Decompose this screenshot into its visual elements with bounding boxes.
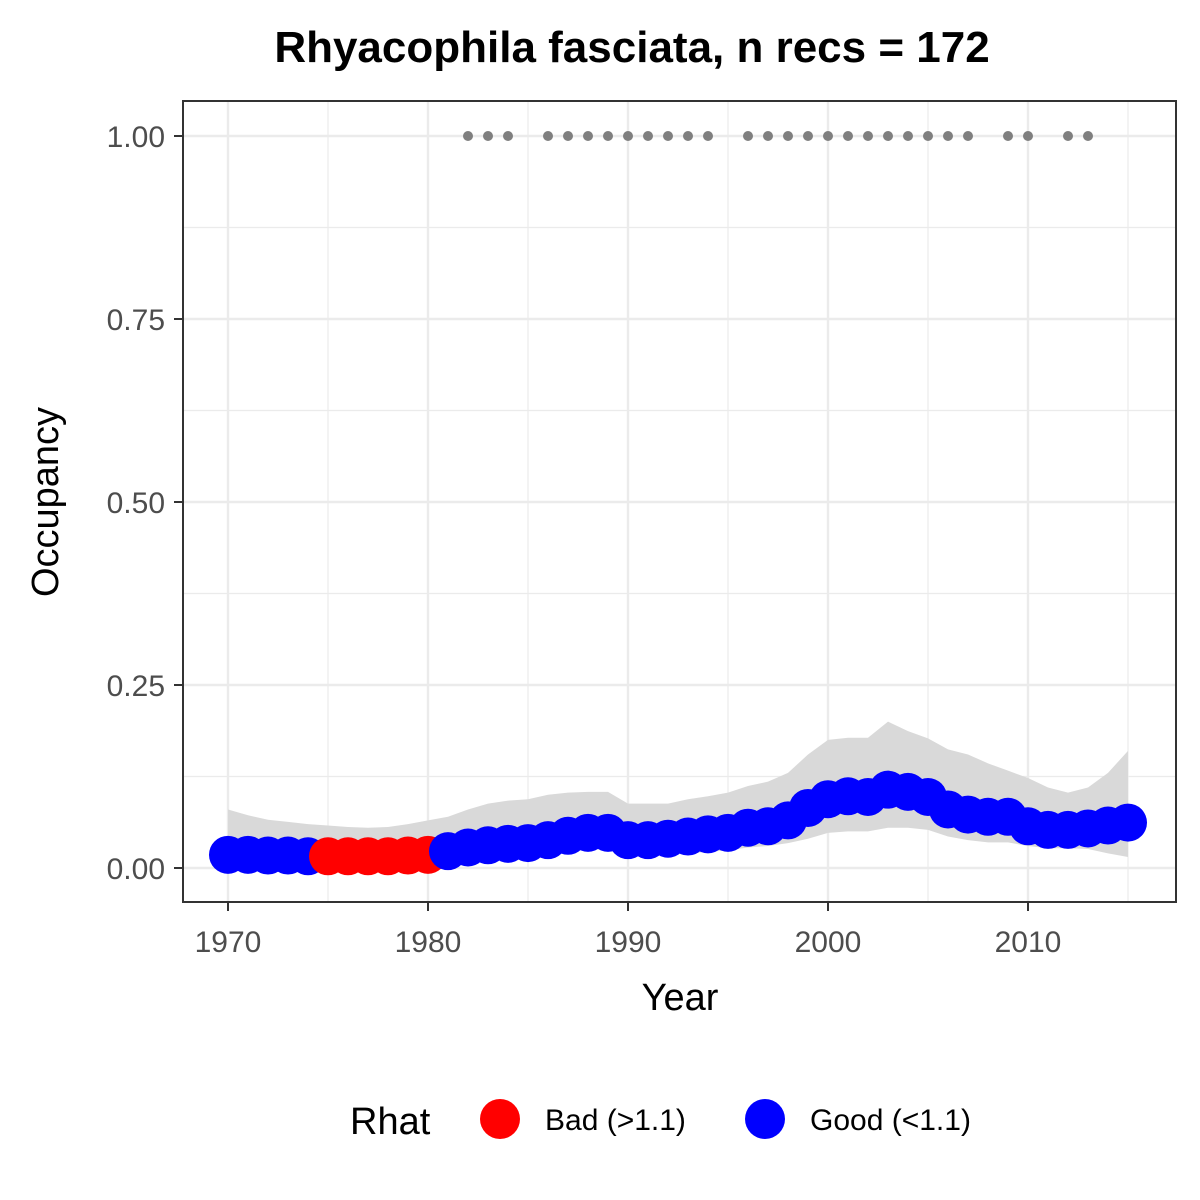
- record-point: [703, 131, 713, 141]
- record-point: [1003, 131, 1013, 141]
- record-point: [823, 131, 833, 141]
- legend: Rhat Bad (>1.1) Good (<1.1): [350, 1099, 971, 1143]
- record-point: [763, 131, 773, 141]
- record-point: [583, 131, 593, 141]
- occupancy-points-layer: [209, 770, 1147, 876]
- record-point: [883, 131, 893, 141]
- x-axis: 1970 1980 1990 2000 2010: [195, 902, 1062, 959]
- record-point: [623, 131, 633, 141]
- y-tick-label: 1.00: [107, 121, 165, 154]
- legend-key-bad: [480, 1099, 520, 1139]
- y-axis: 0.00 0.25 0.50 0.75 1.00: [107, 121, 183, 886]
- y-tick-label: 0.50: [107, 487, 165, 520]
- record-point: [943, 131, 953, 141]
- y-tick-label: 0.00: [107, 853, 165, 886]
- record-point: [843, 131, 853, 141]
- credible-interval-layer: [228, 721, 1128, 867]
- legend-label-good: Good (<1.1): [810, 1104, 971, 1137]
- x-tick-label: 1980: [395, 926, 462, 959]
- y-axis-title: Occupancy: [25, 407, 67, 597]
- record-point: [563, 131, 573, 141]
- record-point: [603, 131, 613, 141]
- record-point: [743, 131, 753, 141]
- occupancy-point: [1109, 803, 1147, 842]
- record-point: [783, 131, 793, 141]
- record-point: [903, 131, 913, 141]
- chart-title: Rhyacophila fasciata, n recs = 172: [274, 23, 989, 72]
- record-point: [483, 131, 493, 141]
- y-tick-label: 0.75: [107, 304, 165, 337]
- x-axis-title: Year: [642, 977, 719, 1019]
- y-tick-label: 0.25: [107, 670, 165, 703]
- x-tick-label: 1970: [195, 926, 262, 959]
- record-point: [863, 131, 873, 141]
- record-points-layer: [463, 131, 1093, 141]
- record-point: [463, 131, 473, 141]
- record-point: [643, 131, 653, 141]
- record-point: [663, 131, 673, 141]
- record-point: [803, 131, 813, 141]
- x-tick-label: 2010: [995, 926, 1062, 959]
- record-point: [503, 131, 513, 141]
- record-point: [1063, 131, 1073, 141]
- record-point: [683, 131, 693, 141]
- legend-title: Rhat: [350, 1101, 431, 1143]
- record-point: [963, 131, 973, 141]
- legend-key-good: [745, 1099, 785, 1139]
- x-tick-label: 2000: [795, 926, 862, 959]
- record-point: [1023, 131, 1033, 141]
- credible-interval-ribbon: [228, 721, 1128, 867]
- record-point: [543, 131, 553, 141]
- record-point: [1083, 131, 1093, 141]
- legend-label-bad: Bad (>1.1): [545, 1104, 686, 1137]
- x-tick-label: 1990: [595, 926, 662, 959]
- record-point: [923, 131, 933, 141]
